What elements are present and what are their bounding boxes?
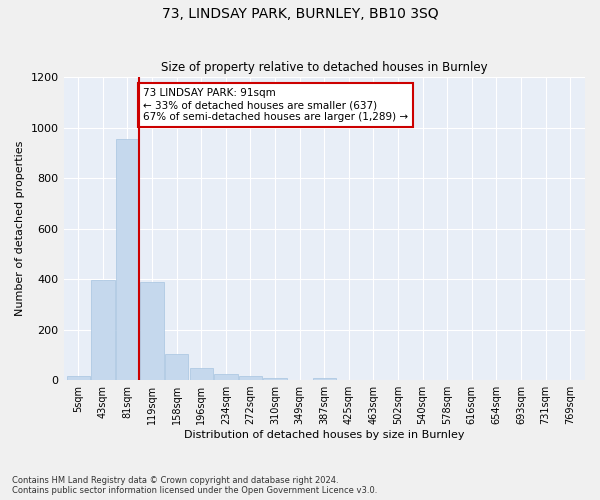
Y-axis label: Number of detached properties: Number of detached properties <box>15 141 25 316</box>
Text: 73, LINDSAY PARK, BURNLEY, BB10 3SQ: 73, LINDSAY PARK, BURNLEY, BB10 3SQ <box>161 8 439 22</box>
Title: Size of property relative to detached houses in Burnley: Size of property relative to detached ho… <box>161 62 488 74</box>
Bar <box>214 374 238 380</box>
Bar <box>263 378 287 380</box>
Bar <box>67 376 90 380</box>
Bar <box>313 378 336 380</box>
X-axis label: Distribution of detached houses by size in Burnley: Distribution of detached houses by size … <box>184 430 464 440</box>
Text: Contains HM Land Registry data © Crown copyright and database right 2024.
Contai: Contains HM Land Registry data © Crown c… <box>12 476 377 495</box>
Bar <box>116 139 139 380</box>
Bar <box>140 282 164 380</box>
Bar <box>165 354 188 380</box>
Bar <box>190 368 213 380</box>
Bar <box>91 280 115 380</box>
Bar <box>239 376 262 380</box>
Text: 73 LINDSAY PARK: 91sqm
← 33% of detached houses are smaller (637)
67% of semi-de: 73 LINDSAY PARK: 91sqm ← 33% of detached… <box>143 88 408 122</box>
